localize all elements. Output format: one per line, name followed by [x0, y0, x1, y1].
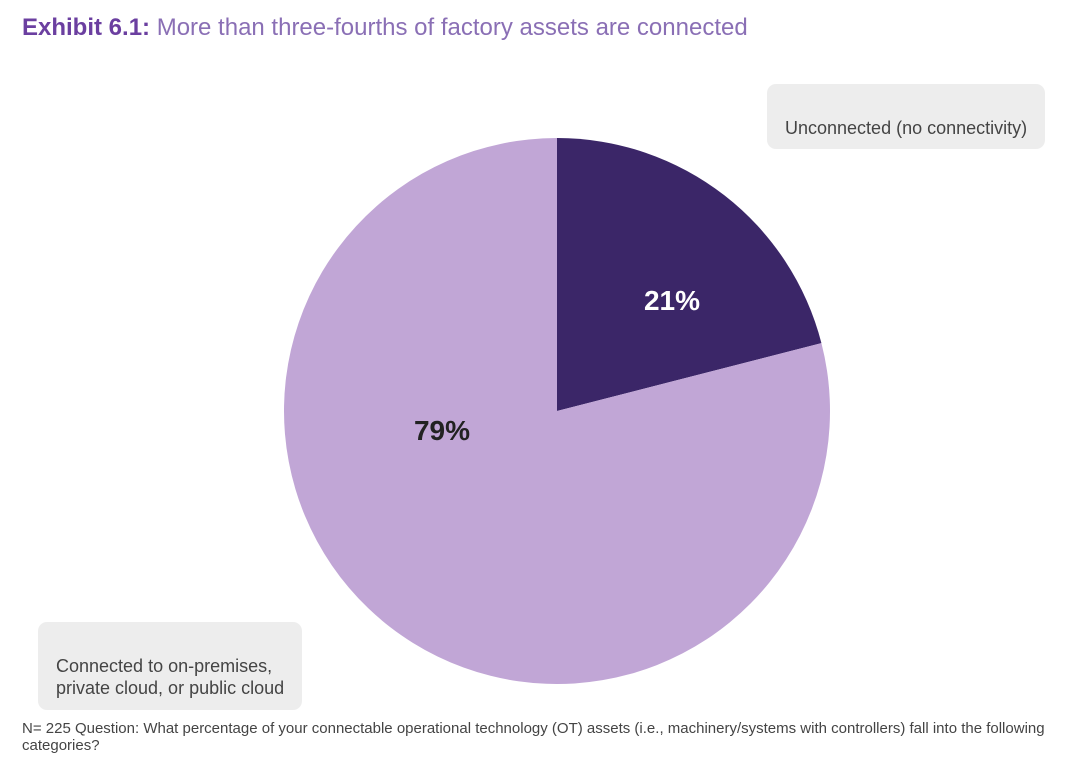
pie-chart-svg — [284, 138, 830, 684]
exhibit-title: Exhibit 6.1: More than three-fourths of … — [22, 14, 748, 43]
exhibit-title-rest: More than three-fourths of factory asset… — [150, 14, 748, 41]
footnote-text: N= 225 Question: What percentage of your… — [22, 720, 1045, 754]
legend-connected: Connected to on-premises, private cloud,… — [38, 622, 302, 710]
footnote: N= 225 Question: What percentage of your… — [22, 720, 1058, 754]
legend-unconnected-label: Unconnected (no connectivity) — [785, 118, 1027, 138]
pie-chart — [284, 138, 830, 684]
exhibit-title-prefix: Exhibit 6.1: — [22, 14, 150, 41]
legend-connected-label: Connected to on-premises, private cloud,… — [56, 656, 284, 699]
